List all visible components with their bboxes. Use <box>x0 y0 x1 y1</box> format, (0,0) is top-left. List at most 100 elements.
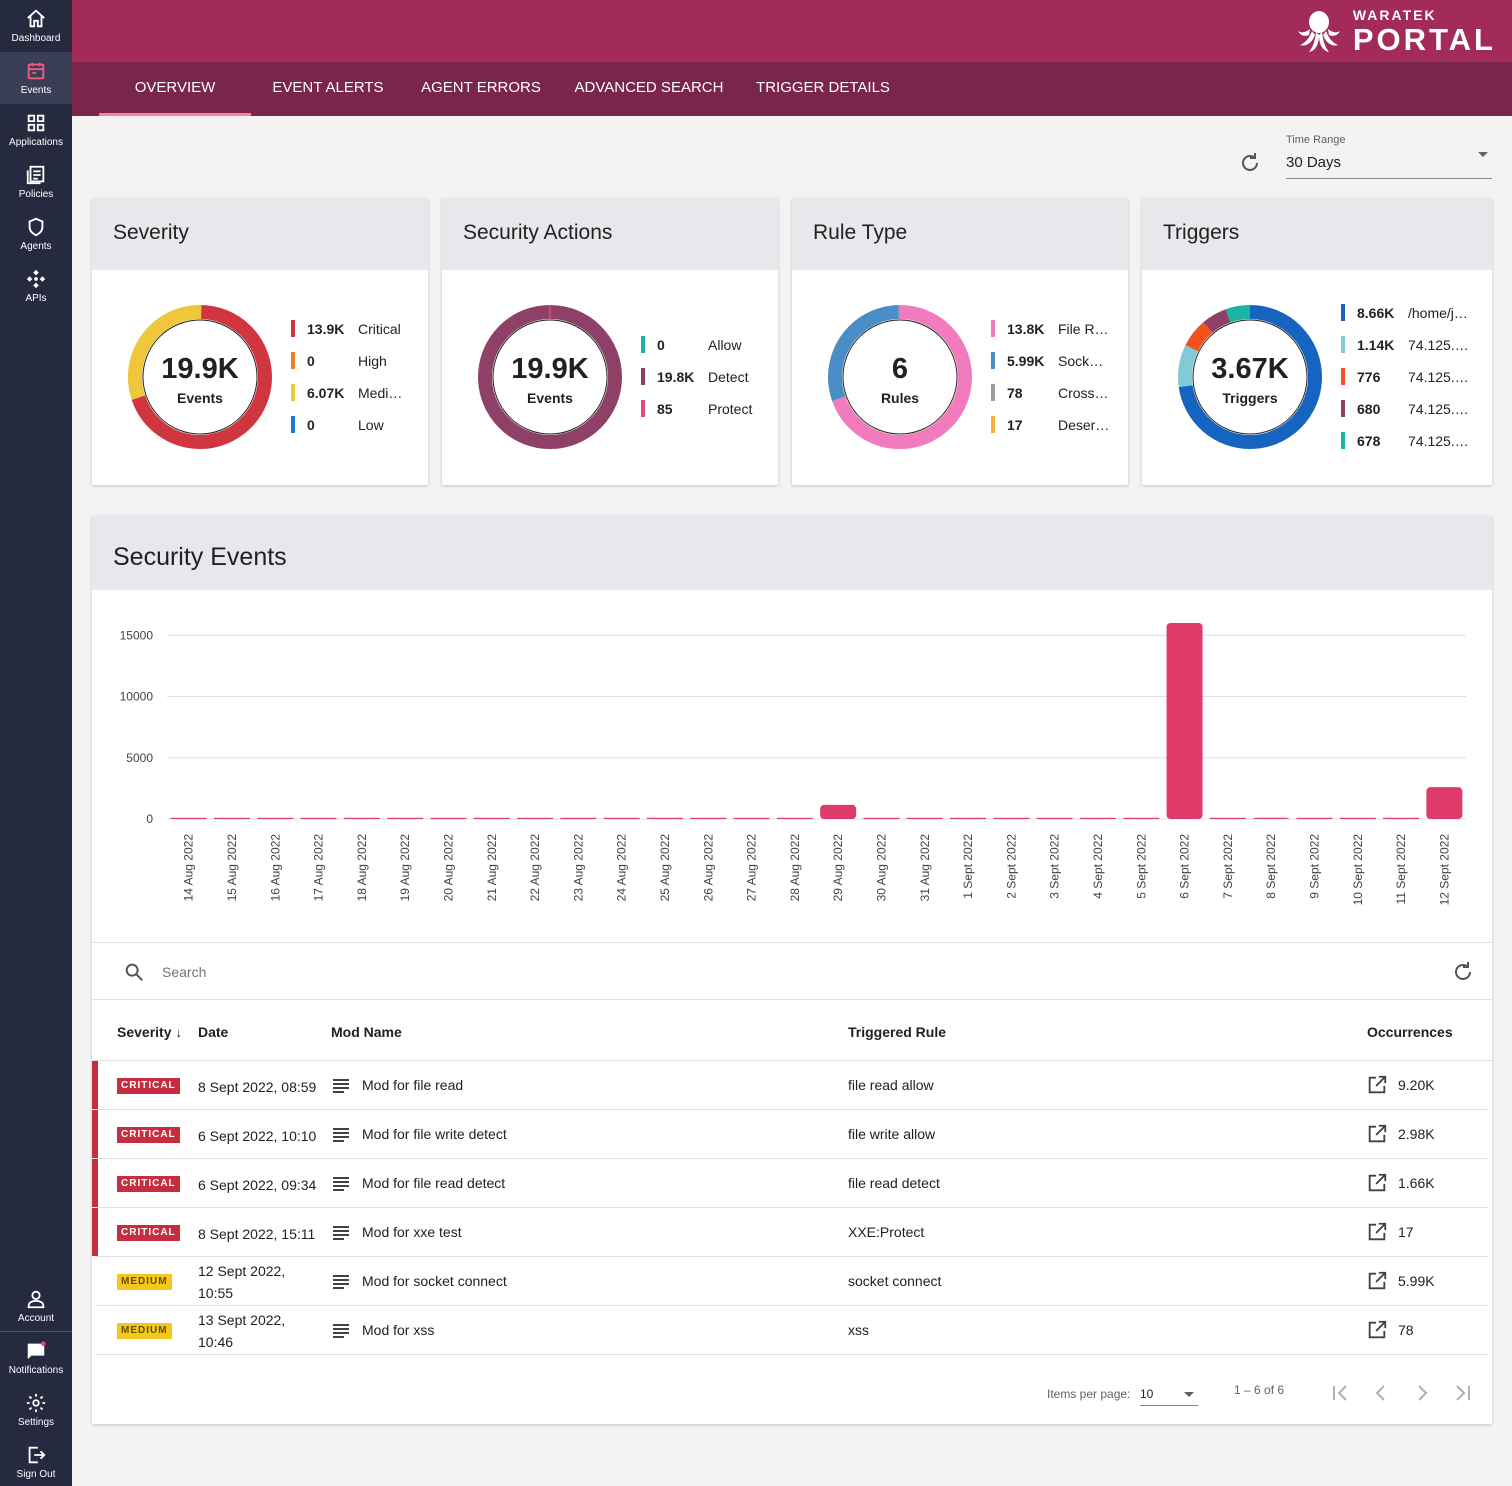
chart-bar[interactable] <box>213 817 250 819</box>
legend-item[interactable]: 17 Deser… <box>991 415 1121 435</box>
refresh-icon[interactable] <box>1238 151 1262 175</box>
column-triggered-rule[interactable]: Triggered Rule <box>848 1024 947 1040</box>
sidebar-item-settings[interactable]: Settings <box>0 1384 72 1436</box>
event-date: 8 Sept 2022, 15:11 <box>198 1226 316 1242</box>
chart-bar[interactable] <box>993 817 1030 819</box>
sidebar-item-applications[interactable]: Applications <box>0 104 72 156</box>
chart-bar[interactable] <box>863 817 900 819</box>
chart-bar[interactable] <box>387 817 424 819</box>
chart-bar[interactable] <box>560 817 597 819</box>
legend-item[interactable]: 1.14K 74.125.… <box>1341 335 1471 355</box>
sidebar-item-account[interactable]: Account <box>0 1280 72 1332</box>
chart-bar[interactable] <box>950 817 987 819</box>
card-title: Rule Type <box>792 198 1128 270</box>
items-per-page-select[interactable]: 10 <box>1140 1380 1198 1406</box>
chart-bar[interactable] <box>517 817 554 819</box>
sidebar-item-sign-out[interactable]: Sign Out <box>0 1436 72 1486</box>
chart-bar[interactable] <box>733 817 770 819</box>
table-row[interactable]: MEDIUM 13 Sept 2022, 10:46 Mod for xss xss 7… <box>96 1306 1488 1355</box>
open-in-new-icon[interactable] <box>1366 1172 1388 1194</box>
chart-bar[interactable] <box>343 817 380 819</box>
open-in-new-icon[interactable] <box>1366 1221 1388 1243</box>
open-in-new-icon[interactable] <box>1366 1270 1388 1292</box>
column-mod-name[interactable]: Mod Name <box>331 1024 402 1040</box>
chart-bar[interactable] <box>1339 817 1376 819</box>
tab-trigger-details[interactable]: TRIGGER DETAILS <box>756 79 890 96</box>
chart-bar[interactable] <box>820 804 857 819</box>
chart-bar[interactable] <box>430 817 467 819</box>
table-row[interactable]: MEDIUM 12 Sept 2022, 10:55 Mod for socket … <box>96 1257 1488 1306</box>
chart-bar[interactable] <box>1079 817 1116 819</box>
next-page-icon[interactable] <box>1407 1378 1437 1408</box>
sidebar-item-dashboard[interactable]: Dashboard <box>0 0 72 52</box>
legend-swatch <box>991 416 995 433</box>
chart-bar[interactable] <box>603 817 640 819</box>
table-row[interactable]: CRITICAL 8 Sept 2022, 08:59 Mod for file r… <box>92 1061 1488 1110</box>
legend-item[interactable]: 8.66K/home/j… <box>1341 303 1471 323</box>
chart-bar[interactable] <box>1166 623 1203 819</box>
column-occurrences[interactable]: Occurrences <box>1367 1024 1453 1040</box>
chart-bar[interactable] <box>300 817 337 819</box>
brand-logo[interactable]: WARATEK PORTAL <box>1295 8 1496 55</box>
legend-item[interactable]: 0 High <box>291 351 421 371</box>
table-row[interactable]: CRITICAL 6 Sept 2022, 10:10 Mod for file w… <box>92 1110 1488 1159</box>
column-date[interactable]: Date <box>198 1024 229 1040</box>
donut-value: 3.67K <box>1211 352 1289 385</box>
tab-agent-errors[interactable]: AGENT ERRORS <box>421 79 541 96</box>
legend-item[interactable]: 78 Cross… <box>991 383 1121 403</box>
legend-item[interactable]: 678 74.125.… <box>1341 431 1471 451</box>
chart-bar[interactable] <box>170 817 207 819</box>
legend-item[interactable]: 5.99K Sock… <box>991 351 1121 371</box>
chart-bar[interactable] <box>906 817 943 819</box>
legend-item[interactable]: 776 74.125.… <box>1341 367 1471 387</box>
legend-item[interactable]: 6.07K Medi… <box>291 383 421 403</box>
legend-item[interactable]: 0 Allow <box>641 335 771 355</box>
open-in-new-icon[interactable] <box>1366 1123 1388 1145</box>
chart-bar[interactable] <box>473 817 510 819</box>
sidebar-item-notifications[interactable]: Notifications <box>0 1332 72 1384</box>
legend-name: Medi… <box>358 385 403 401</box>
chart-bar[interactable] <box>1296 817 1333 819</box>
legend-item[interactable]: 85 Protect <box>641 399 771 419</box>
tab-event-alerts[interactable]: EVENT ALERTS <box>272 79 384 96</box>
sidebar-item-events[interactable]: Events <box>0 52 72 104</box>
open-in-new-icon[interactable] <box>1366 1319 1388 1341</box>
table-row[interactable]: CRITICAL 8 Sept 2022, 15:11 Mod for xxe te… <box>92 1208 1488 1257</box>
chart-bar[interactable] <box>257 817 294 819</box>
first-page-icon[interactable] <box>1325 1378 1355 1408</box>
legend-item[interactable]: 0 Low <box>291 415 421 435</box>
open-in-new-icon[interactable] <box>1366 1074 1388 1096</box>
tab-overview[interactable]: OVERVIEW <box>99 62 251 116</box>
legend-item[interactable]: 13.8K File R… <box>991 319 1121 339</box>
legend-swatch <box>991 352 995 369</box>
chart-bar[interactable] <box>776 817 813 819</box>
refresh-icon[interactable] <box>1451 960 1475 984</box>
previous-page-icon[interactable] <box>1366 1378 1396 1408</box>
chart-bar[interactable] <box>1209 817 1246 819</box>
chart-bar[interactable] <box>690 817 727 819</box>
chart-bar[interactable] <box>1253 817 1290 819</box>
tab-advanced-search[interactable]: ADVANCED SEARCH <box>574 79 724 96</box>
legend-value: 13.8K <box>1007 321 1045 337</box>
sidebar-item-policies[interactable]: Policies <box>0 156 72 208</box>
chart-bar[interactable] <box>646 817 683 819</box>
rule-type-donut <box>828 305 972 449</box>
page-range: 1 – 6 of 6 <box>1234 1383 1285 1397</box>
sidebar-item-apis[interactable]: APIs <box>0 260 72 312</box>
legend-item[interactable]: 19.8K Detect <box>641 367 771 387</box>
chart-bar[interactable] <box>1426 787 1463 819</box>
chart-bar[interactable] <box>1383 817 1420 819</box>
sidebar-item-agents[interactable]: Agents <box>0 208 72 260</box>
chart-bar[interactable] <box>1036 817 1073 819</box>
chart-bar[interactable] <box>1123 817 1160 819</box>
occurrences: 2.98K <box>1398 1126 1435 1142</box>
search-input[interactable] <box>162 959 762 985</box>
column-severity[interactable]: Severity ↓ <box>117 1024 182 1040</box>
legend-item[interactable]: 680 74.125.… <box>1341 399 1471 419</box>
time-range-select[interactable]: Time Range 30 Days <box>1286 134 1492 179</box>
legend-item[interactable]: 13.9K Critical <box>291 319 421 339</box>
items-per-page-label: Items per page: <box>1047 1387 1131 1401</box>
last-page-icon[interactable] <box>1448 1378 1478 1408</box>
legend-swatch <box>1341 368 1345 385</box>
table-row[interactable]: CRITICAL 6 Sept 2022, 09:34 Mod for file r… <box>92 1159 1488 1208</box>
